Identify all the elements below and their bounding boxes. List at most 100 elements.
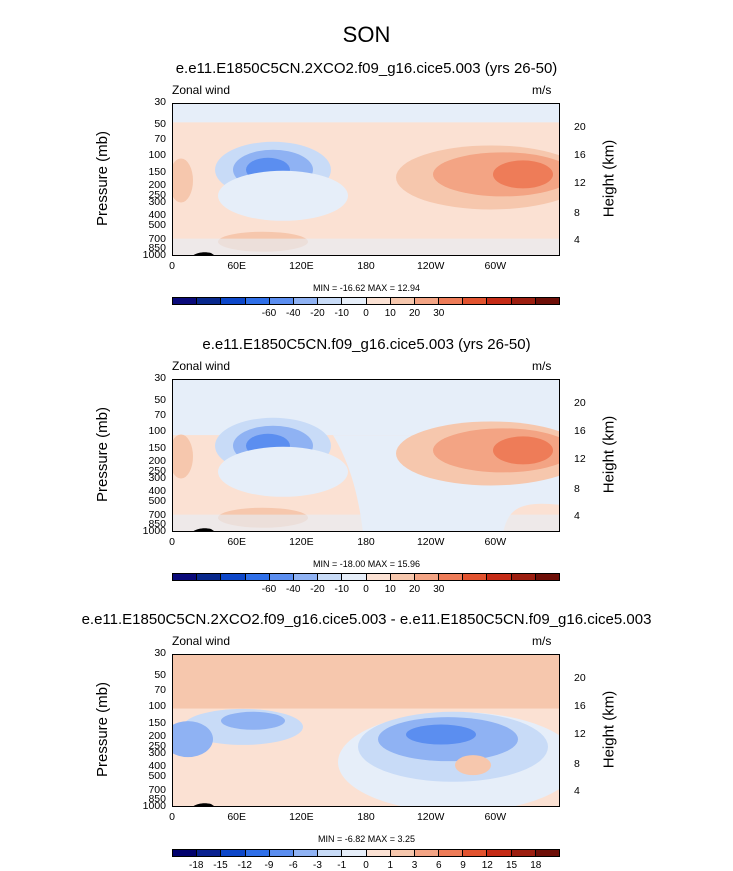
y2-tick-label: 16	[574, 148, 586, 161]
zonal-wind-label: Zonal wind	[172, 83, 231, 97]
y-tick-label: 250	[148, 188, 166, 201]
contour-plot	[172, 103, 560, 256]
x-tick-label: 0	[169, 260, 175, 272]
colorbar-swatch	[269, 574, 294, 580]
surface-easterly	[173, 238, 559, 255]
y-tick-label: 300	[148, 747, 166, 760]
y-tick-label: 30	[154, 96, 166, 108]
y-tick-label: 850	[148, 792, 166, 805]
colorbar-swatch	[245, 298, 270, 304]
colorbar-swatch	[293, 298, 319, 304]
y-tick-label: 150	[148, 166, 166, 179]
y2-tick-label: 8	[574, 757, 580, 770]
x-tick-label: 60W	[484, 260, 507, 272]
colorbar-tick-label: -18	[189, 860, 204, 871]
colorbar-swatch	[414, 850, 440, 856]
surface-easterly	[173, 514, 559, 531]
colorbar-swatch	[535, 850, 559, 856]
colorbar-swatch	[221, 574, 246, 580]
y-tick-label: 100	[148, 699, 166, 712]
colorbar-swatch	[173, 850, 198, 856]
x-tick-label: 120E	[289, 260, 314, 272]
zonal-wind-label: Zonal wind	[172, 359, 231, 373]
figure-title: SON	[342, 22, 391, 47]
colorbar-tick-label: 3	[411, 860, 418, 871]
x-tick-label: 120W	[416, 260, 445, 272]
orography	[193, 803, 214, 806]
colorbar-swatch	[366, 574, 391, 580]
y-tick-label: 50	[154, 118, 166, 131]
y-tick-label: 250	[148, 464, 166, 477]
x-tick-label: 60E	[227, 811, 246, 823]
colorbar-swatch	[511, 574, 536, 580]
colorbar-tick-label: -6	[288, 860, 298, 871]
colorbar-tick-label: 10	[384, 584, 396, 595]
colorbar-swatch	[197, 850, 222, 856]
y-axis-title: Pressure (mb)	[94, 130, 112, 226]
y2-tick-label: 4	[574, 785, 580, 798]
colorbar-swatch	[197, 574, 222, 580]
colorbar-swatch	[511, 850, 536, 856]
colorbar-tick-label: -10	[334, 308, 349, 319]
colorbar-tick-label: -3	[313, 860, 322, 871]
contour-field	[173, 104, 559, 255]
y-axis-title: Pressure (mb)	[94, 681, 112, 777]
y2-tick-label: 8	[574, 482, 580, 495]
easterly-lower	[218, 170, 348, 221]
west-edge-jet	[173, 158, 193, 203]
colorbar-tick-label: 20	[408, 584, 421, 595]
y-tick-label: 200	[148, 729, 166, 742]
colorbar-swatch	[463, 298, 488, 304]
x-tick-label: 120W	[416, 811, 445, 823]
colorbar-swatch	[535, 298, 559, 304]
y2-tick-label: 16	[574, 424, 586, 437]
colorbar-swatch	[173, 574, 198, 580]
y-tick-label: 100	[148, 148, 166, 161]
y-tick-label: 70	[154, 408, 166, 421]
y-tick-label: 70	[154, 683, 166, 696]
colorbar-swatch	[269, 298, 294, 304]
colorbar-swatch	[390, 574, 415, 580]
x-tick-label: 60W	[484, 536, 507, 548]
diff-mid-blob	[263, 750, 323, 781]
zonal-wind-label: Zonal wind	[172, 634, 231, 648]
y-tick-label: 250	[148, 739, 166, 752]
colorbar-swatch	[269, 850, 294, 856]
colorbar-swatch	[487, 574, 512, 580]
units-label: m/s	[532, 83, 552, 97]
colorbar-swatch	[342, 574, 367, 580]
y-tick-label: 500	[148, 218, 166, 231]
x-tick-label: 120E	[289, 811, 314, 823]
colorbar-swatch	[463, 850, 488, 856]
y-tick-label: 50	[154, 394, 166, 407]
colorbar-swatch	[221, 850, 246, 856]
diff-west-core	[221, 711, 285, 730]
colorbar-swatch	[318, 850, 343, 856]
colorbar-swatch	[245, 850, 270, 856]
x-tick-label: 60E	[227, 536, 246, 548]
min-max-label: MIN = -16.62 MAX = 12.94	[312, 283, 421, 293]
y2-tick-label: 16	[574, 699, 586, 712]
contour-plot	[172, 654, 560, 807]
y2-tick-label: 20	[574, 121, 586, 134]
colorbar	[172, 573, 560, 581]
diff-edge	[173, 721, 213, 758]
y-tick-label: 700	[148, 509, 166, 522]
y-tick-label: 100	[148, 424, 166, 437]
x-tick-label: 60E	[227, 260, 246, 272]
colorbar-swatch	[318, 298, 343, 304]
colorbar-swatch	[439, 574, 464, 580]
colorbar-swatch	[487, 298, 512, 304]
colorbar-tick-label: 6	[435, 860, 442, 871]
colorbar-tick-label: 0	[363, 308, 369, 319]
easterly-lower	[218, 446, 348, 497]
y-tick-label: 700	[148, 233, 166, 246]
y-tick-label: 70	[154, 132, 166, 145]
west-edge-jet	[173, 434, 193, 479]
y-tick-label: 150	[148, 442, 166, 455]
y-tick-label: 1000	[142, 800, 166, 812]
x-tick-label: 120W	[416, 536, 445, 548]
y2-tick-label: 8	[574, 206, 580, 219]
colorbar-tick-label: 0	[363, 584, 369, 595]
y2-axis-title: Height (km)	[600, 139, 618, 217]
